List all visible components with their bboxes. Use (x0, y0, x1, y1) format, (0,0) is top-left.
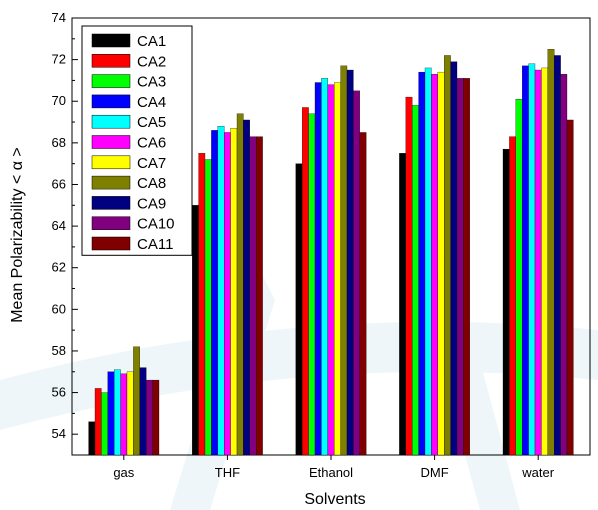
legend-label-ca5: CA5 (137, 114, 166, 131)
y-axis-title: Mean Polarizability < α > (9, 147, 26, 323)
x-tick-label: THF (215, 465, 240, 480)
bar-ca6-gas (120, 373, 128, 456)
legend-label-ca7: CA7 (137, 155, 166, 172)
bars-group (88, 49, 574, 456)
bar-ca8-thf (236, 113, 244, 456)
y-tick-label: 62 (52, 260, 66, 275)
legend-swatch-ca5 (91, 114, 131, 129)
bar-ca2-water (509, 136, 516, 456)
bar-ca4-ethanol (314, 82, 322, 456)
bar-ca9-gas (139, 367, 147, 456)
bar-ca3-ethanol (308, 113, 316, 456)
bar-ca8-ethanol (340, 65, 348, 456)
bar-ca2-dmf (405, 96, 413, 456)
legend-swatch-ca10 (91, 216, 131, 230)
x-tick-label: gas (113, 465, 134, 480)
y-tick-label: 72 (52, 52, 66, 67)
bar-ca10-thf (249, 136, 257, 456)
y-tick-label: 74 (52, 10, 66, 25)
y-tick-label: 60 (52, 301, 66, 316)
bar-ca11-ethanol (359, 132, 367, 456)
legend-label-ca11: CA11 (137, 236, 173, 253)
bar-ca3-thf (204, 159, 212, 456)
legend-swatch-ca6 (91, 135, 131, 149)
bar-ca6-water (534, 69, 542, 456)
bar-ca10-gas (146, 379, 153, 456)
bar-ca8-dmf (444, 55, 451, 456)
bar-ca4-water (522, 65, 529, 456)
bar-ca8-gas (133, 346, 140, 456)
bar-ca7-ethanol (334, 82, 341, 456)
bar-ca1-ethanol (295, 163, 303, 456)
legend-swatch-ca3 (91, 74, 131, 88)
legend-label-ca3: CA3 (137, 74, 166, 91)
bar-ca7-dmf (437, 71, 445, 456)
bar-ca11-thf (256, 136, 263, 456)
bar-ca11-water (566, 119, 574, 456)
bar-ca5-gas (114, 369, 121, 456)
bar-ca4-gas (107, 371, 115, 456)
legend-swatch-ca9 (91, 196, 131, 210)
bar-ca5-ethanol (321, 78, 328, 456)
bar-ca7-thf (230, 128, 238, 456)
bar-ca1-dmf (399, 153, 406, 456)
bar-ca2-ethanol (302, 107, 309, 456)
bar-ca6-ethanol (327, 84, 335, 456)
legend-swatch-ca11 (91, 236, 131, 251)
legend-swatch-ca1 (91, 33, 131, 48)
bar-ca4-thf (211, 130, 218, 456)
legend: CA1 CA2 CA3 CA4 CA5 CA6 CA7 CA8 CA9 CA10 CA11 (81, 25, 193, 256)
legend-swatch-ca4 (91, 94, 131, 109)
y-tick-label: 64 (52, 218, 66, 233)
bar-ca2-gas (94, 388, 102, 456)
legend-label-ca2: CA2 (137, 53, 166, 70)
legend-swatch-ca8 (91, 175, 131, 190)
bar-ca7-gas (126, 371, 134, 456)
legend-swatch-ca7 (91, 155, 131, 170)
bar-ca2-thf (198, 153, 206, 456)
bar-ca1-thf (192, 205, 199, 456)
y-tick-label: 54 (52, 426, 66, 441)
bar-ca9-water (554, 55, 561, 456)
legend-label-ca1: CA1 (137, 33, 166, 50)
bar-ca1-water (502, 148, 510, 456)
x-tick-label: Ethanol (309, 465, 353, 480)
x-tick-label: DMF (421, 465, 449, 480)
bar-ca11-dmf (463, 78, 470, 456)
bar-ca11-gas (152, 379, 160, 456)
bar-ca5-dmf (424, 67, 432, 456)
bar-ca9-dmf (450, 61, 458, 456)
axes-group: 54 56 58 60 62 64 66 68 70 72 74 gas THF Ethanol DMF wa… (52, 10, 555, 480)
bar-ca6-thf (224, 132, 231, 456)
legend-label-ca6: CA6 (137, 135, 166, 152)
y-tick-label: 68 (52, 135, 66, 150)
bar-ca6-dmf (431, 74, 438, 456)
bar-ca5-thf (217, 126, 225, 456)
bar-ca1-gas (88, 421, 96, 456)
y-tick-label: 70 (52, 93, 66, 108)
legend-label-ca9: CA9 (137, 195, 166, 212)
bar-ca4-dmf (418, 71, 426, 456)
bar-ca5-water (528, 63, 536, 456)
legend-label-ca10: CA10 (137, 216, 175, 233)
bar-ca7-water (541, 67, 548, 456)
y-tick-label: 66 (52, 176, 66, 191)
bar-ca3-gas (101, 392, 108, 456)
legend-swatch-ca2 (91, 54, 131, 68)
y-tick-label: 58 (52, 343, 66, 358)
bar-ca3-water (515, 99, 523, 456)
bar-ca9-ethanol (346, 69, 354, 456)
legend-label-ca8: CA8 (137, 175, 166, 192)
bar-ca3-dmf (412, 105, 419, 456)
x-tick-label: water (521, 465, 554, 480)
bar-ca10-water (560, 74, 568, 456)
bar-ca10-ethanol (353, 90, 360, 456)
y-tick-label: 56 (52, 385, 66, 400)
bar-ca10-dmf (456, 78, 464, 456)
legend-label-ca4: CA4 (137, 94, 166, 111)
bar-ca9-thf (243, 119, 250, 456)
x-axis-title: Solvents (304, 491, 365, 508)
bar-ca8-water (547, 49, 555, 456)
